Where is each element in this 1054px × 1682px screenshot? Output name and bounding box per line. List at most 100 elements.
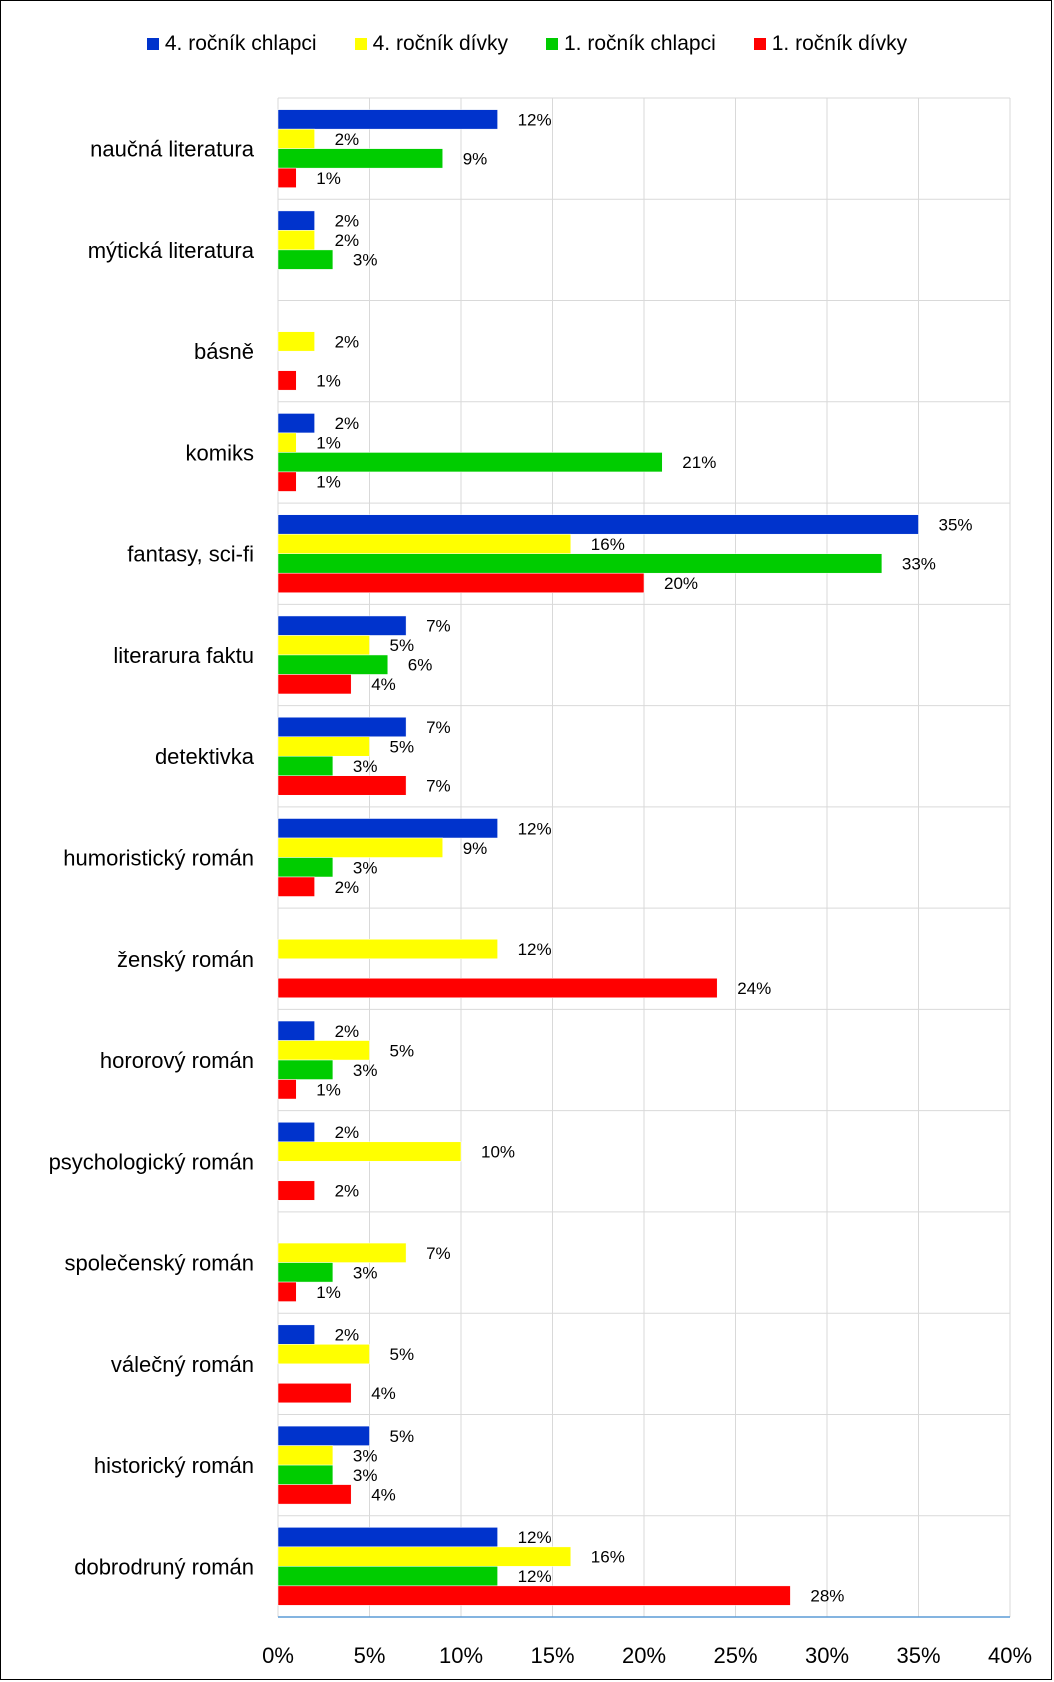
- x-tick-label: 35%: [896, 1643, 940, 1668]
- data-label: 35%: [939, 515, 973, 534]
- data-label: 2%: [335, 414, 360, 433]
- bar: [277, 818, 498, 839]
- bar: [277, 109, 498, 130]
- data-label: 21%: [682, 453, 716, 472]
- bar: [277, 1262, 334, 1283]
- legend-label-4-rocnik-chlapci: 4. ročník chlapci: [164, 32, 317, 55]
- legend-swatch-1-rocnik-chlapci: [546, 38, 558, 50]
- bar: [277, 1281, 297, 1302]
- data-label: 5%: [390, 636, 415, 655]
- bar: [277, 635, 370, 656]
- category-label: válečný román: [111, 1352, 254, 1377]
- bar: [277, 1141, 462, 1162]
- data-label: 3%: [353, 757, 378, 776]
- legend-item-1-rocnik-chlapci: 1. ročník chlapci: [546, 32, 716, 56]
- bar: [277, 167, 297, 188]
- category-label: dobrodruný román: [74, 1554, 254, 1579]
- data-label: 1%: [316, 1080, 341, 1099]
- category-label: ženský román: [117, 947, 254, 972]
- data-label: 12%: [518, 110, 552, 129]
- data-label: 1%: [316, 473, 341, 492]
- data-label: 2%: [335, 1022, 360, 1041]
- category-label: naučná literatura: [90, 137, 255, 162]
- legend-label-1-rocnik-divky: 1. ročník dívky: [771, 32, 908, 55]
- bar: [277, 1425, 370, 1446]
- data-label: 6%: [408, 656, 433, 675]
- legend-label-1-rocnik-chlapci: 1. ročník chlapci: [564, 32, 716, 55]
- legend-swatch-1-rocnik-divky: [753, 38, 766, 50]
- x-tick-label: 0%: [262, 1643, 294, 1668]
- data-label: 4%: [371, 675, 396, 694]
- bar: [277, 716, 407, 737]
- category-label: literarura faktu: [113, 643, 254, 668]
- bar: [277, 1324, 315, 1345]
- bar: [277, 210, 315, 231]
- data-label: 10%: [481, 1143, 515, 1162]
- data-label: 3%: [353, 1263, 378, 1282]
- x-tick-label: 10%: [439, 1643, 483, 1668]
- data-label: 12%: [518, 819, 552, 838]
- category-label: detektivka: [155, 744, 255, 769]
- bar: [277, 775, 407, 796]
- bar: [277, 432, 297, 453]
- bar: [277, 1079, 297, 1100]
- data-label: 7%: [426, 617, 451, 636]
- category-label: mýtická literatura: [88, 238, 255, 263]
- data-label: 24%: [737, 979, 771, 998]
- bar: [277, 533, 572, 554]
- bar: [277, 755, 334, 776]
- bar: [277, 1344, 370, 1365]
- data-label: 28%: [810, 1587, 844, 1606]
- data-label: 16%: [591, 1548, 625, 1567]
- data-label: 2%: [335, 1326, 360, 1345]
- bar: [277, 939, 498, 960]
- legend-swatch-4-rocnik-chlapci: [146, 38, 159, 50]
- data-label: 2%: [335, 212, 360, 231]
- bar: [277, 736, 370, 757]
- data-label: 12%: [518, 1567, 552, 1586]
- bar: [277, 1180, 315, 1201]
- data-label: 2%: [335, 130, 360, 149]
- data-label: 16%: [591, 535, 625, 554]
- data-label: 2%: [335, 878, 360, 897]
- category-label: historický román: [94, 1453, 254, 1478]
- data-label: 3%: [353, 1061, 378, 1080]
- bar: [277, 615, 407, 636]
- data-label: 5%: [390, 1345, 415, 1364]
- data-label: 9%: [463, 839, 488, 858]
- category-label: básně: [194, 339, 254, 364]
- category-label: humoristický román: [63, 846, 254, 871]
- x-tick-label: 30%: [805, 1643, 849, 1668]
- legend-item-1-rocnik-divky: 1. ročník dívky: [753, 32, 908, 56]
- bar: [277, 1383, 352, 1404]
- bar: [277, 978, 718, 999]
- bar: [277, 674, 352, 695]
- data-label: 12%: [518, 1528, 552, 1547]
- bar: [277, 1484, 352, 1505]
- bar: [277, 857, 334, 878]
- x-tick-label: 5%: [354, 1643, 386, 1668]
- bar: [277, 471, 297, 492]
- bar: [277, 654, 389, 675]
- data-label: 3%: [353, 858, 378, 877]
- bar: [277, 1464, 334, 1485]
- data-label: 2%: [335, 231, 360, 250]
- data-label: 5%: [390, 1427, 415, 1446]
- bar: [277, 331, 315, 352]
- bar: [277, 553, 883, 574]
- bar: [277, 514, 919, 535]
- data-label: 1%: [316, 371, 341, 390]
- bar: [277, 1020, 315, 1041]
- data-label: 1%: [316, 169, 341, 188]
- data-label: 33%: [902, 554, 936, 573]
- x-tick-label: 15%: [530, 1643, 574, 1668]
- data-label: 1%: [316, 434, 341, 453]
- bar: [277, 1585, 791, 1606]
- bar: [277, 1059, 334, 1080]
- data-label: 4%: [371, 1485, 396, 1504]
- data-label: 2%: [335, 1123, 360, 1142]
- data-label: 3%: [353, 251, 378, 270]
- bar: [277, 1527, 498, 1548]
- data-label: 2%: [335, 1182, 360, 1201]
